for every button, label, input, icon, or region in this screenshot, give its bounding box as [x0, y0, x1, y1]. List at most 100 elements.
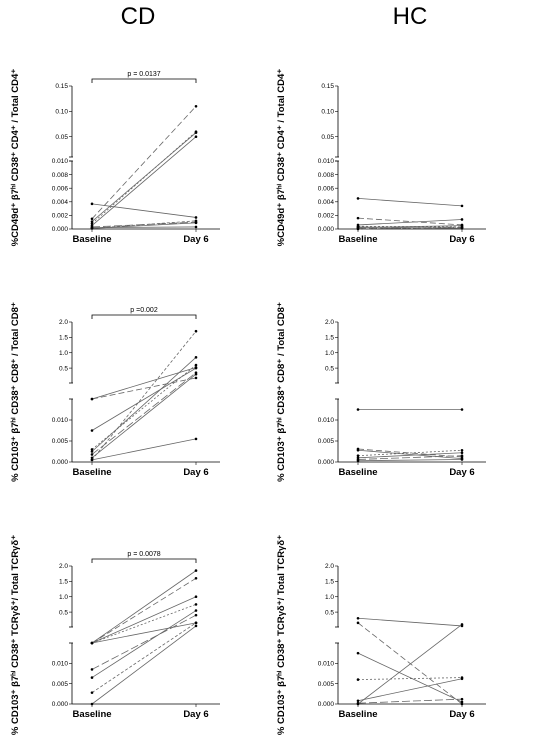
- significance-label: p = 0.0137: [127, 71, 160, 78]
- paired-line: [357, 652, 463, 703]
- y-tick-label: 0.5: [325, 609, 334, 616]
- y-tick-label: 0.002: [318, 213, 335, 220]
- paired-line: [91, 131, 197, 224]
- y-tick-label: 1.0: [325, 350, 334, 357]
- baseline-point: [90, 676, 94, 679]
- y-tick-label: 0.000: [52, 459, 69, 466]
- y-tick-label: 0.000: [318, 459, 335, 466]
- day6-point: [194, 576, 198, 580]
- baseline-point: [90, 458, 94, 462]
- baseline-point: [356, 459, 360, 463]
- baseline-point: [356, 408, 360, 411]
- x-category-label: Day 6: [449, 467, 474, 478]
- y-tick-label: 0.10: [321, 109, 334, 116]
- y-tick-label: 0.008: [52, 172, 69, 179]
- day6-point: [194, 329, 198, 333]
- x-category-label: Baseline: [72, 709, 111, 720]
- significance-bracket: [91, 558, 197, 563]
- panel-cd-5: 0.000 0.005 0.010 0.5 1.0 1.5 2.0 Baseline Day 6…: [9, 535, 220, 735]
- day6-point: [460, 448, 464, 452]
- y-axis-label: % CD103⁺ β7ʰⁱ CD38⁺ CD8⁺ / Total CD8⁺: [275, 302, 287, 482]
- x-category-label: Baseline: [72, 467, 111, 478]
- y-tick-label: 2.0: [59, 563, 68, 570]
- y-tick-label: 0.010: [318, 158, 335, 165]
- day6-point: [460, 623, 464, 626]
- baseline-point: [356, 616, 360, 620]
- x-category-label: Day 6: [449, 234, 474, 245]
- x-category-label: Baseline: [338, 467, 377, 478]
- paired-line: [91, 357, 197, 452]
- y-tick-label: 1.5: [59, 335, 68, 342]
- baseline-point: [356, 454, 360, 458]
- x-category-label: Day 6: [183, 467, 208, 478]
- paired-line: [357, 219, 463, 226]
- baseline-point: [90, 217, 94, 221]
- baseline-point: [90, 702, 94, 706]
- day6-point: [194, 595, 198, 599]
- x-category-label: Day 6: [183, 234, 208, 245]
- y-tick-label: 0.000: [52, 701, 69, 708]
- day6-point: [194, 219, 198, 223]
- paired-line: [91, 330, 197, 461]
- column-title-cd: CD: [121, 3, 156, 30]
- paired-line: [91, 226, 197, 229]
- y-tick-label: 0.005: [52, 681, 69, 688]
- paired-line: [91, 203, 197, 218]
- paired-line: [357, 455, 463, 460]
- day6-point: [194, 376, 198, 380]
- baseline-point: [356, 227, 360, 231]
- significance-bracket: [91, 78, 197, 83]
- y-tick-label: 0.006: [52, 185, 69, 192]
- y-tick-label: 0.005: [318, 438, 335, 445]
- paired-line: [91, 367, 197, 431]
- y-tick-label: 0.000: [52, 226, 69, 233]
- paired-line: [91, 622, 197, 644]
- paired-line: [91, 625, 197, 705]
- paired-line: [357, 198, 463, 207]
- y-tick-label: 0.05: [321, 134, 334, 141]
- significance-label: p =0.002: [130, 307, 158, 314]
- baseline-point: [90, 220, 94, 223]
- y-tick-label: 0.005: [318, 681, 335, 688]
- y-tick-label: 0.010: [52, 158, 69, 165]
- paired-line: [357, 677, 463, 680]
- paired-line: [91, 577, 197, 644]
- paired-line: [91, 614, 197, 670]
- day6-point: [194, 437, 198, 441]
- paired-line: [91, 221, 197, 228]
- significance-bracket: [91, 314, 197, 319]
- paired-line: [357, 227, 463, 229]
- day6-point: [194, 621, 198, 625]
- paired-line: [357, 449, 463, 460]
- baseline-point: [356, 702, 360, 706]
- column-title-hc: HC: [393, 3, 428, 30]
- day6-point: [460, 204, 464, 208]
- paired-line: [357, 217, 463, 226]
- paired-line: [91, 373, 197, 459]
- baseline-point: [90, 453, 94, 456]
- day6-point: [460, 700, 464, 704]
- day6-point: [460, 454, 464, 458]
- baseline-point: [356, 699, 360, 703]
- day6-point: [460, 218, 464, 221]
- panel-cd-1: 0.000 0.002 0.004 0.006 0.008 0.010 0.05 0.10 0.…: [9, 69, 220, 246]
- y-tick-label: 0.05: [55, 134, 68, 141]
- y-tick-label: 0.004: [318, 199, 335, 206]
- panel-hc-2: 0.000 0.002 0.004 0.006 0.008 0.010 0.05 0.10 0.…: [275, 69, 486, 246]
- y-tick-label: 1.0: [59, 594, 68, 601]
- baseline-point: [356, 197, 360, 200]
- baseline-point: [90, 397, 94, 401]
- paired-line: [91, 367, 197, 400]
- y-tick-label: 0.006: [318, 185, 335, 192]
- y-tick-label: 0.010: [52, 661, 69, 668]
- paired-line: [357, 678, 463, 702]
- baseline-point: [90, 641, 94, 645]
- paired-line: [357, 448, 463, 458]
- significance-label: p = 0.0078: [127, 551, 160, 558]
- paired-line: [91, 106, 197, 220]
- y-tick-label: 0.008: [318, 172, 335, 179]
- day6-point: [194, 366, 198, 370]
- y-tick-label: 0.000: [318, 701, 335, 708]
- y-tick-label: 2.0: [325, 563, 334, 570]
